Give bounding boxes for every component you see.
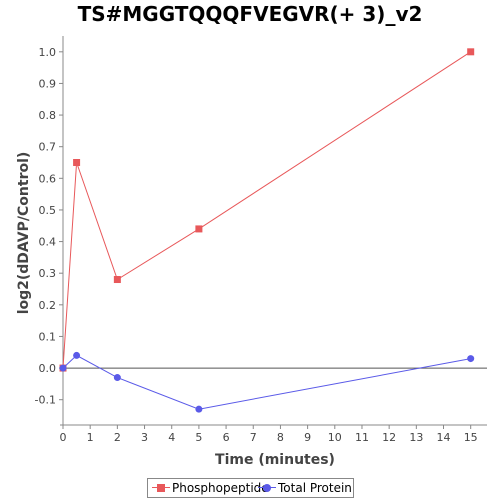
y-tick-label: 0.9 [39, 77, 57, 90]
x-tick-label: 12 [382, 431, 396, 444]
legend-label-phosphopeptide: Phosphopeptide [172, 481, 269, 495]
legend-item-phosphopeptide: Phosphopeptide [152, 479, 269, 497]
chart-title: TS#MGGTQQQFVEGVR(+ 3)_v2 [77, 2, 423, 26]
data-point-phosphopeptide [73, 159, 81, 167]
data-point-total-protein [59, 364, 67, 372]
data-point-phosphopeptide [195, 225, 203, 233]
y-tick-label: 0.0 [39, 362, 57, 375]
x-tick-label: 1 [87, 431, 94, 444]
y-tick-label: 0.7 [39, 141, 57, 154]
data-point-total-protein [113, 374, 121, 382]
x-tick-label: 5 [195, 431, 202, 444]
legend: Phosphopeptide Total Protein [147, 478, 354, 498]
legend-swatch-total-protein [258, 482, 276, 494]
x-tick-label: 7 [250, 431, 257, 444]
y-tick-label: 0.5 [39, 204, 57, 217]
series-line-total-protein [62, 354, 471, 410]
y-tick-label: 1.0 [39, 46, 57, 59]
x-tick-label: 2 [114, 431, 121, 444]
series-line-phosphopeptide [62, 51, 471, 369]
x-tick-label: 14 [437, 431, 451, 444]
y-tick-label: 0.4 [39, 236, 57, 249]
legend-label-total-protein: Total Protein [278, 481, 352, 495]
data-point-total-protein [73, 351, 81, 359]
x-tick-label: 3 [141, 431, 148, 444]
x-tick-label: 9 [304, 431, 311, 444]
x-axis-label: Time (minutes) [215, 452, 335, 468]
x-tick-label: 0 [60, 431, 67, 444]
y-tick-label: 0.8 [39, 109, 57, 122]
x-tick-label: 8 [277, 431, 284, 444]
y-tick-label: 0.2 [39, 299, 57, 312]
x-tick-label: 11 [355, 431, 369, 444]
y-tick-label: 0.3 [39, 267, 57, 280]
legend-item-total-protein: Total Protein [258, 479, 352, 497]
x-tick-label: 4 [168, 431, 175, 444]
y-tick-label: 0.1 [39, 330, 57, 343]
x-tick-label: 13 [409, 431, 423, 444]
y-tick-label: 0.6 [39, 172, 57, 185]
x-tick-label: 15 [464, 431, 478, 444]
data-point-total-protein [467, 355, 475, 363]
data-point-phosphopeptide [113, 276, 121, 284]
x-tick-label: 10 [328, 431, 342, 444]
x-tick-label: 6 [223, 431, 230, 444]
legend-swatch-phosphopeptide [152, 482, 170, 494]
y-tick-label: -0.1 [35, 394, 56, 407]
data-point-phosphopeptide [467, 48, 475, 56]
data-point-total-protein [195, 405, 203, 413]
y-axis-label: log2(dDAVP/Control) [16, 151, 32, 315]
